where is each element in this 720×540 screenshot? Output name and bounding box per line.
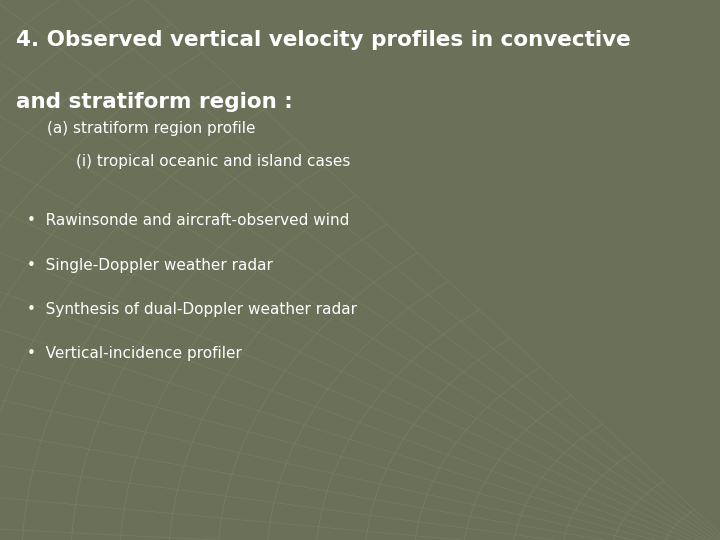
Text: (i) tropical oceanic and island cases: (i) tropical oceanic and island cases: [76, 154, 350, 169]
Text: •  Synthesis of dual-Doppler weather radar: • Synthesis of dual-Doppler weather rada…: [27, 302, 357, 317]
Text: •  Rawinsonde and aircraft-observed wind: • Rawinsonde and aircraft-observed wind: [27, 213, 350, 228]
Text: •  Vertical-incidence profiler: • Vertical-incidence profiler: [27, 346, 242, 361]
Text: •  Single-Doppler weather radar: • Single-Doppler weather radar: [27, 258, 273, 273]
Text: (a) stratiform region profile: (a) stratiform region profile: [47, 122, 256, 137]
Text: and stratiform region :: and stratiform region :: [16, 92, 292, 112]
Text: 4. Observed vertical velocity profiles in convective: 4. Observed vertical velocity profiles i…: [16, 30, 631, 50]
